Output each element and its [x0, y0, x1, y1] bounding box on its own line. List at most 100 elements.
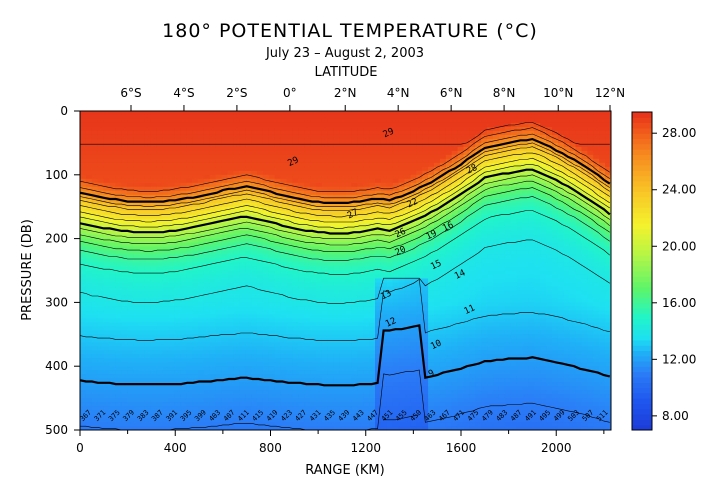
- heatmap-cell: [85, 166, 93, 172]
- heatmap-cell: [327, 310, 335, 315]
- heatmap-cell: [333, 306, 341, 311]
- heatmap-cell: [392, 426, 400, 430]
- heatmap-cell: [316, 334, 323, 339]
- heatmap-cell: [380, 426, 388, 430]
- heatmap-cell: [115, 170, 122, 176]
- heatmap-cell: [174, 202, 181, 208]
- heatmap-cell: [192, 350, 199, 355]
- heatmap-cell: [209, 170, 217, 176]
- heatmap-cell: [386, 358, 394, 363]
- heatmap-cell: [445, 234, 453, 240]
- heatmap-cell: [91, 310, 99, 315]
- heatmap-cell: [292, 374, 299, 379]
- heatmap-cell: [109, 146, 116, 152]
- heatmap-cell: [233, 334, 240, 339]
- heatmap-cell: [239, 210, 246, 216]
- heatmap-cell: [363, 122, 370, 128]
- heatmap-cell: [227, 146, 234, 152]
- heatmap-cell: [162, 146, 170, 152]
- heatmap-cell: [186, 382, 193, 387]
- heatmap-cell: [316, 422, 323, 427]
- heatmap-cell: [109, 178, 116, 184]
- heatmap-cell: [133, 346, 140, 351]
- heatmap-cell: [109, 298, 116, 303]
- heatmap-cell: [80, 418, 87, 423]
- heatmap-cell: [339, 334, 347, 339]
- heatmap-cell: [280, 226, 288, 232]
- heatmap-cell: [292, 282, 299, 288]
- heatmap-cell: [180, 162, 187, 168]
- heatmap-cell: [80, 238, 87, 244]
- heatmap-cell: [91, 398, 99, 403]
- heatmap-cell: [156, 354, 164, 359]
- heatmap-cell: [221, 138, 229, 144]
- heatmap-cell: [333, 334, 341, 339]
- heatmap-cell: [445, 154, 453, 160]
- heatmap-cell: [386, 242, 394, 248]
- heatmap-cell: [380, 290, 388, 296]
- heatmap-cell: [339, 410, 347, 415]
- heatmap-cell: [274, 158, 282, 164]
- heatmap-cell: [428, 286, 435, 292]
- heatmap-cell: [227, 310, 234, 315]
- heatmap-cell: [268, 242, 276, 248]
- heatmap-cell: [203, 350, 211, 355]
- heatmap-cell: [156, 334, 164, 339]
- heatmap-cell: [209, 426, 217, 430]
- heatmap-cell: [162, 290, 170, 296]
- heatmap-cell: [91, 342, 99, 347]
- heatmap-cell: [286, 378, 293, 383]
- heatmap-cell: [434, 154, 441, 160]
- heatmap-cell: [410, 210, 417, 216]
- heatmap-cell: [203, 118, 211, 124]
- heatmap-cell: [280, 386, 288, 391]
- heatmap-cell: [321, 370, 329, 375]
- heatmap-cell: [434, 422, 441, 427]
- heatmap-cell: [262, 354, 270, 359]
- heatmap-cell: [215, 130, 223, 136]
- heatmap-cell: [80, 218, 87, 224]
- heatmap-cell: [103, 382, 111, 387]
- heatmap-cell: [380, 334, 388, 339]
- heatmap-cell: [127, 414, 134, 419]
- heatmap-cell: [174, 422, 181, 427]
- heatmap-cell: [133, 154, 140, 160]
- heatmap-cell: [245, 174, 252, 180]
- heatmap-cell: [180, 122, 187, 128]
- heatmap-cell: [327, 278, 335, 284]
- heatmap-cell: [280, 194, 288, 200]
- heatmap-cell: [198, 298, 205, 303]
- heatmap-cell: [321, 378, 329, 383]
- heatmap-cell: [180, 186, 187, 192]
- heatmap-cell: [298, 294, 305, 300]
- heatmap-cell: [221, 366, 229, 371]
- heatmap-cell: [386, 262, 394, 268]
- heatmap-cell: [85, 226, 93, 232]
- heatmap-cell: [268, 302, 276, 307]
- heatmap-cell: [233, 178, 240, 184]
- heatmap-cell: [215, 242, 223, 248]
- heatmap-cell: [150, 390, 158, 395]
- heatmap-cell: [245, 278, 252, 284]
- heatmap-cell: [221, 338, 229, 343]
- heatmap-cell: [103, 202, 111, 208]
- heatmap-cell: [257, 206, 264, 212]
- heatmap-cell: [85, 274, 93, 280]
- heatmap-cell: [91, 262, 99, 268]
- heatmap-cell: [310, 178, 317, 184]
- heatmap-cell: [174, 318, 181, 323]
- heatmap-cell: [150, 122, 158, 128]
- heatmap-cell: [310, 246, 317, 252]
- heatmap-cell: [357, 282, 364, 288]
- heatmap-cell: [339, 246, 347, 252]
- heatmap-cell: [245, 182, 252, 188]
- heatmap-cell: [310, 390, 317, 395]
- heatmap-cell: [434, 314, 441, 319]
- heatmap-cell: [121, 374, 128, 379]
- heatmap-cell: [186, 198, 193, 204]
- heatmap-cell: [162, 254, 170, 260]
- heatmap-cell: [268, 234, 276, 240]
- heatmap-cell: [422, 366, 429, 371]
- heatmap-cell: [262, 150, 270, 156]
- heatmap-cell: [85, 130, 93, 136]
